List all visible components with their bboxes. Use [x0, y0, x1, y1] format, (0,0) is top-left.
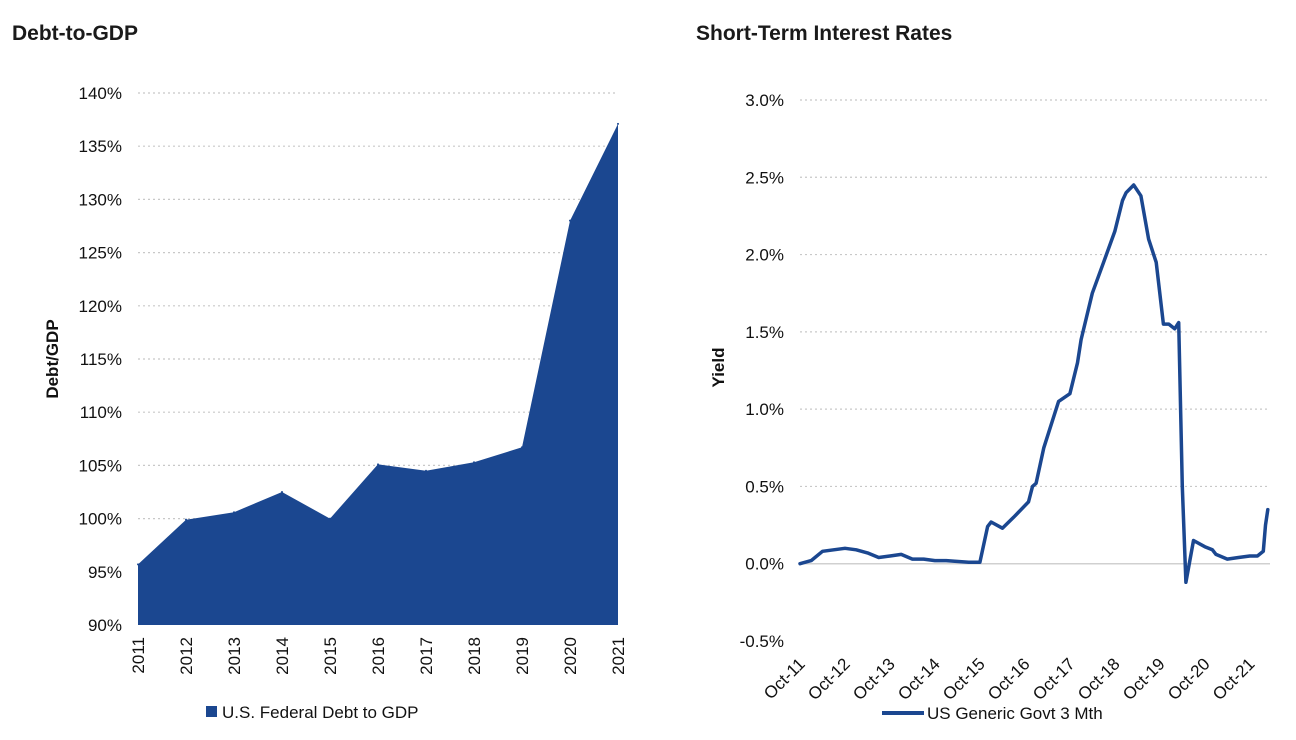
data-point: [569, 219, 571, 222]
data-point: [281, 491, 283, 493]
data-point: [521, 446, 523, 449]
debt-area: [138, 123, 618, 626]
x-tick-label: 2015: [321, 637, 340, 675]
x-tick-label: 2013: [225, 637, 244, 675]
data-point: [617, 122, 619, 125]
yield-line: [798, 183, 1270, 585]
y-axis-title: Debt/GDP: [43, 319, 62, 398]
x-tick-label: Oct-19: [1119, 654, 1169, 704]
x-tick-label: Oct-17: [1029, 654, 1079, 704]
data-point: [185, 518, 187, 521]
y-tick-label: 1.0%: [745, 400, 784, 419]
y-tick-label: 115%: [80, 350, 122, 369]
y-tick-label: 110%: [80, 403, 122, 422]
x-tick-label: 2020: [561, 637, 580, 675]
y-tick-label: 95%: [88, 563, 122, 582]
y-tick-label: 90%: [88, 616, 122, 635]
data-point: [233, 511, 235, 514]
y-tick-label: 140%: [79, 84, 122, 103]
data-point: [473, 461, 475, 464]
data-point: [425, 469, 427, 472]
y-tick-label: 0.0%: [745, 555, 784, 574]
debt-to-gdp-chart: 90% 95% 100% 105% 110% 115% 120% 125% 130% 135% 14…: [43, 84, 628, 722]
right-chart-title: Short-Term Interest Rates: [696, 22, 953, 45]
x-tick-label: 2018: [465, 637, 484, 675]
x-tick-label: 2011: [129, 637, 148, 674]
x-tick-label: Oct-11: [760, 654, 809, 703]
data-point: [377, 463, 379, 466]
y-tick-label: 100%: [79, 510, 122, 529]
data-point: [137, 563, 139, 566]
y-tick-label: 3.0%: [745, 91, 784, 110]
interest-rate-chart: -0.5%0.0%0.5%1.0%1.5%2.0%2.5%3.0%Oct-11O…: [709, 91, 1270, 723]
x-tick-label: 2021: [609, 637, 628, 675]
y-tick-label: 120%: [79, 297, 122, 316]
data-point: [329, 517, 331, 520]
y-tick-label: -0.5%: [740, 632, 784, 651]
y-tick-label: 1.5%: [745, 323, 784, 342]
x-tick-label: 2017: [417, 637, 436, 675]
x-tick-label: Oct-13: [849, 654, 899, 704]
x-tick-label: Oct-18: [1074, 654, 1124, 704]
y-tick-label: 130%: [79, 190, 122, 209]
legend-label: US Generic Govt 3 Mth: [927, 704, 1103, 723]
y-tick-label: 135%: [79, 137, 122, 156]
legend-swatch: [206, 706, 217, 717]
x-tick-label: Oct-20: [1164, 654, 1214, 704]
y-axis-title: Yield: [709, 348, 728, 388]
y-tick-label: 105%: [79, 456, 122, 475]
x-tick-label: 2016: [369, 637, 388, 675]
y-tick-label: 2.0%: [745, 246, 784, 265]
x-tick-label: Oct-14: [894, 654, 944, 704]
x-tick-label: Oct-12: [804, 654, 854, 704]
x-tick-label: 2014: [273, 637, 292, 675]
y-tick-label: 0.5%: [745, 477, 784, 496]
legend-label: U.S. Federal Debt to GDP: [222, 703, 419, 722]
x-tick-label: 2012: [177, 637, 196, 675]
x-tick-label: Oct-15: [939, 654, 989, 704]
y-tick-label: 2.5%: [745, 168, 784, 187]
x-tick-label: Oct-21: [1209, 654, 1259, 704]
y-tick-label: 125%: [79, 244, 122, 263]
x-tick-label: Oct-16: [984, 654, 1034, 704]
x-tick-label: 2019: [513, 637, 532, 675]
left-chart-title: Debt-to-GDP: [12, 22, 138, 45]
